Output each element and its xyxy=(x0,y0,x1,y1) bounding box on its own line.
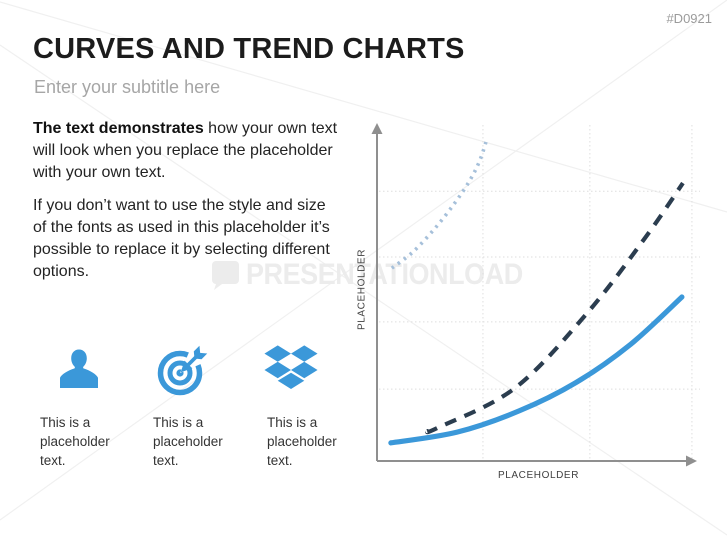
watermark-logo-icon xyxy=(212,260,239,290)
page-title: CURVES AND TREND CHARTS xyxy=(33,33,465,65)
watermark-text: PRESENTATIONLOAD xyxy=(246,258,523,291)
page-subtitle: Enter your subtitle here xyxy=(34,77,221,97)
y-axis-arrow xyxy=(371,123,383,134)
template-id-tag: #D0921 xyxy=(666,11,712,26)
chart-series xyxy=(388,137,685,446)
feature-caption-1: This is a placeholder text. xyxy=(40,415,110,468)
y-axis-label: PLACEHOLDER xyxy=(356,248,368,331)
x-axis-label: PLACEHOLDER xyxy=(497,470,580,481)
dotted-steel-trend-curve xyxy=(390,137,489,270)
dashed-navy-trend-curve xyxy=(424,181,685,435)
watermark: PRESENTATIONLOAD xyxy=(212,258,554,292)
chart-axes xyxy=(371,123,697,467)
feature-caption-3: This is a placeholder text. xyxy=(267,415,337,468)
body-text: The text demonstrates how your own text … xyxy=(33,118,343,294)
body-paragraph-1: The text demonstrates how your own text … xyxy=(33,120,338,181)
person-icon xyxy=(57,347,101,396)
trend-chart xyxy=(371,123,700,467)
body-paragraph-1-lead: The text demonstrates xyxy=(33,120,204,137)
solid-blue-trend-curve xyxy=(388,294,685,446)
feature-caption-2: This is a placeholder text. xyxy=(153,415,223,468)
x-axis-arrow xyxy=(686,455,697,467)
target-icon xyxy=(155,340,213,402)
body-paragraph-2: If you don’t want to use the style and s… xyxy=(33,197,330,280)
dropbox-icon xyxy=(264,345,318,398)
chart-gridlines xyxy=(379,125,700,459)
